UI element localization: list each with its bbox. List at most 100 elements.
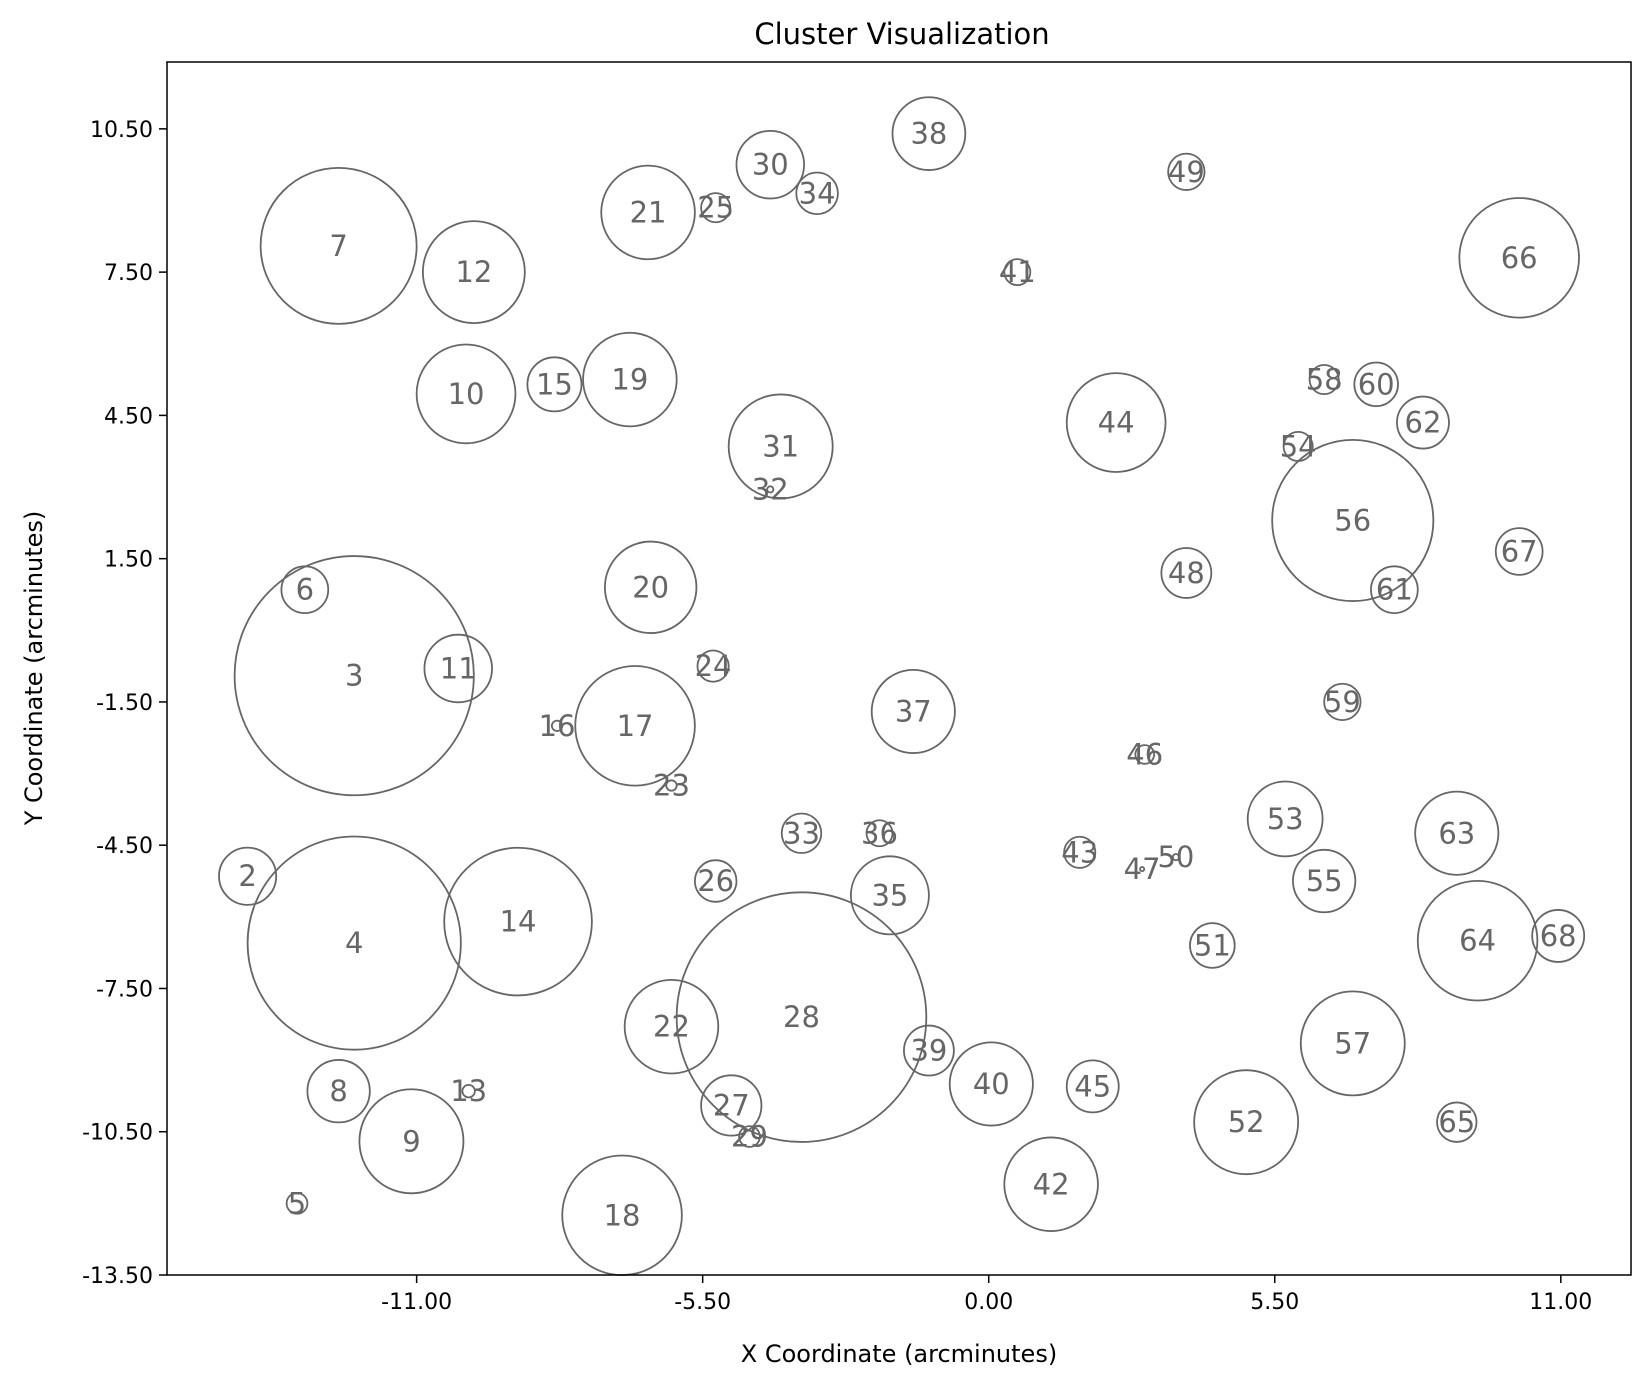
cluster-label-56: 56: [1334, 503, 1371, 537]
cluster-label-68: 68: [1540, 919, 1577, 953]
cluster-circle-64: [1416, 880, 1539, 1002]
x-tick-label: 11.00: [1529, 1290, 1592, 1315]
cluster-label-21: 21: [630, 195, 667, 229]
cluster-circle-41: [1003, 258, 1032, 287]
cluster-circle-3: [233, 555, 475, 797]
cluster-circle-47: [1139, 866, 1146, 873]
cluster-label-33: 33: [783, 816, 820, 850]
cluster-circle-66: [1458, 197, 1580, 319]
cluster-label-40: 40: [973, 1067, 1010, 1101]
cluster-label-35: 35: [871, 878, 908, 912]
cluster-circle-34: [795, 171, 839, 216]
y-tick-label: 10.50: [90, 118, 153, 143]
y-tick-label: -7.50: [96, 977, 153, 1002]
cluster-label-67: 67: [1501, 534, 1538, 568]
cluster-label-10: 10: [448, 377, 485, 411]
cluster-circle-60: [1353, 361, 1399, 408]
cluster-label-43: 43: [1061, 835, 1098, 869]
cluster-label-34: 34: [799, 176, 836, 210]
cluster-label-17: 17: [617, 709, 654, 743]
cluster-label-6: 6: [296, 573, 314, 607]
cluster-label-12: 12: [455, 255, 492, 289]
cluster-label-48: 48: [1168, 556, 1205, 590]
cluster-circle-58: [1308, 364, 1340, 396]
cluster-circle-17: [574, 665, 696, 787]
cluster-label-15: 15: [536, 367, 573, 401]
cluster-circle-63: [1414, 790, 1500, 876]
cluster-circle-65: [1436, 1101, 1478, 1143]
cluster-circle-37: [870, 668, 956, 754]
cluster-circle-14: [443, 846, 593, 997]
cluster-circle-22: [623, 978, 720, 1075]
cluster-label-62: 62: [1405, 406, 1442, 440]
cluster-circle-12: [421, 220, 526, 324]
cluster-circle-16: [550, 719, 564, 732]
cluster-circle-44: [1065, 372, 1167, 473]
cluster-circle-38: [891, 96, 967, 171]
cluster-label-60: 60: [1358, 367, 1395, 401]
cluster-label-11: 11: [440, 652, 477, 686]
cluster-label-29: 29: [731, 1120, 768, 1154]
y-tick-label: 1.50: [104, 548, 153, 573]
cluster-circle-15: [526, 356, 583, 413]
cluster-label-30: 30: [752, 148, 789, 182]
cluster-circle-35: [849, 855, 930, 936]
y-tick-label: 4.50: [104, 404, 153, 429]
cluster-circle-24: [696, 649, 730, 683]
cluster-circle-49: [1167, 152, 1206, 191]
cluster-circle-29: [738, 1125, 761, 1148]
cluster-circle-27: [700, 1074, 763, 1137]
cluster-circle-4: [246, 835, 462, 1051]
cluster-circle-30: [735, 129, 805, 200]
cluster-circle-8: [306, 1059, 371, 1124]
cluster-label-28: 28: [783, 1000, 820, 1034]
cluster-label-24: 24: [695, 649, 732, 683]
cluster-circle-51: [1189, 922, 1236, 969]
cluster-circle-62: [1396, 395, 1450, 450]
cluster-circle-67: [1494, 527, 1544, 576]
cluster-label-64: 64: [1459, 924, 1496, 958]
cluster-circle-33: [780, 812, 823, 854]
cluster-circle-42: [1003, 1136, 1099, 1232]
y-tick-label: -10.50: [82, 1121, 153, 1146]
cluster-circle-45: [1065, 1059, 1120, 1114]
x-axis-label: X Coordinate (arcminutes): [741, 1340, 1057, 1368]
cluster-circle-2: [218, 846, 278, 906]
cluster-label-26: 26: [697, 864, 734, 898]
cluster-label-32: 32: [752, 472, 789, 506]
cluster-circle-61: [1370, 565, 1419, 615]
y-tick-label: 7.50: [104, 261, 153, 286]
cluster-circle-46: [1134, 744, 1155, 765]
cluster-circle-32: [766, 485, 775, 494]
cluster-label-22: 22: [653, 1010, 690, 1044]
x-tick-label: -11.00: [381, 1290, 452, 1315]
cluster-label-31: 31: [762, 429, 799, 463]
cluster-circle-59: [1323, 682, 1362, 722]
chart-title: Cluster Visualization: [754, 17, 1049, 51]
cluster-label-57: 57: [1334, 1026, 1371, 1060]
cluster-label-4: 4: [345, 926, 363, 960]
cluster-label-49: 49: [1168, 155, 1205, 189]
y-tick-label: -1.50: [96, 691, 153, 716]
cluster-label-13: 13: [450, 1074, 487, 1108]
cluster-label-50: 50: [1157, 840, 1194, 874]
cluster-label-23: 23: [653, 769, 690, 803]
y-tick-label: -4.50: [96, 834, 153, 859]
cluster-circle-39: [903, 1024, 955, 1077]
cluster-label-2: 2: [238, 859, 256, 893]
cluster-label-19: 19: [611, 363, 648, 397]
cluster-label-47: 47: [1124, 852, 1161, 886]
cluster-label-27: 27: [713, 1088, 750, 1122]
cluster-circle-52: [1193, 1069, 1300, 1176]
cluster-label-39: 39: [910, 1034, 947, 1068]
cluster-circle-53: [1246, 780, 1324, 858]
cluster-circle-40: [948, 1041, 1034, 1127]
cluster-label-66: 66: [1501, 241, 1538, 275]
cluster-circle-28: [675, 891, 928, 1143]
cluster-circle-19: [582, 331, 678, 428]
cluster-circle-56: [1271, 438, 1435, 602]
cluster-circle-26: [693, 859, 738, 903]
cluster-circle-50: [1171, 853, 1180, 862]
